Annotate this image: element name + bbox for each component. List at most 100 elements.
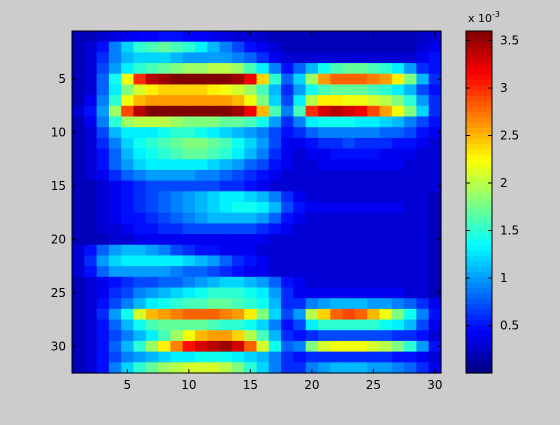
heatmap-cell-r26-c29 <box>416 298 430 310</box>
heatmap-cell-r7-c15 <box>244 95 258 107</box>
heatmap-cell-r2-c19 <box>293 41 307 53</box>
heatmap-cell-r19-c4 <box>108 223 122 235</box>
heatmap-cell-r30-c3 <box>96 340 110 353</box>
heatmap-cell-r14-c27 <box>391 169 405 182</box>
heatmap-cell-r3-c18 <box>281 52 294 64</box>
heatmap-cell-r26-c18 <box>281 298 294 310</box>
heatmap-cell-r18-c15 <box>244 212 258 224</box>
heatmap-cell-r17-c26 <box>379 202 393 214</box>
heatmap-cell-r25-c25 <box>367 287 381 299</box>
heatmap-cell-r9-c1 <box>72 116 85 128</box>
heatmap-cell-r23-c11 <box>195 266 208 278</box>
heatmap-cell-r10-c23 <box>342 127 356 139</box>
heatmap-cell-r29-c25 <box>367 330 381 342</box>
heatmap-cell-r26-c22 <box>330 298 344 310</box>
heatmap-cell-r23-c15 <box>244 266 258 278</box>
heatmap-cell-r12-c6 <box>133 148 147 160</box>
heatmap-cell-r16-c1 <box>72 191 85 203</box>
heatmap-cell-r23-c7 <box>145 266 159 278</box>
heatmap-cell-r26-c4 <box>108 298 122 310</box>
heatmap-cell-r5-c2 <box>84 73 98 86</box>
heatmap-cell-r20-c3 <box>96 234 110 246</box>
heatmap-cell-r5-c23 <box>342 73 356 86</box>
heatmap-cell-r5-c12 <box>207 73 221 86</box>
heatmap-cell-r7-c6 <box>133 95 147 107</box>
heatmap-cell-r12-c23 <box>342 148 356 160</box>
heatmap-cell-r30-c7 <box>145 340 159 353</box>
heatmap-cell-r19-c25 <box>367 223 381 235</box>
heatmap-cell-r8-c19 <box>293 105 307 118</box>
heatmap-cell-r28-c6 <box>133 319 147 331</box>
heatmap-cell-r18-c25 <box>367 212 381 224</box>
heatmap-cell-r24-c9 <box>170 276 184 289</box>
heatmap-cell-r21-c26 <box>379 244 393 257</box>
heatmap-cell-r10-c6 <box>133 127 147 139</box>
heatmap-cell-r5-c18 <box>281 73 294 86</box>
heatmap-cell-r25-c4 <box>108 287 122 299</box>
heatmap-cell-r3-c11 <box>195 52 208 64</box>
heatmap-cell-r26-c26 <box>379 298 393 310</box>
heatmap-cell-r30-c14 <box>231 340 245 353</box>
heatmap-cell-r2-c22 <box>330 41 344 53</box>
heatmap-cell-r25-c9 <box>170 287 184 299</box>
heatmap-cell-r16-c12 <box>207 191 221 203</box>
colorbar-tick-label-4: 2 <box>500 176 508 190</box>
heatmap-cell-r2-c21 <box>318 41 331 53</box>
heatmap-cell-r7-c8 <box>158 95 171 107</box>
heatmap-cell-r5-c13 <box>219 73 233 86</box>
colorbar-exponent-base: x 10 <box>468 12 492 25</box>
heatmap-cell-r16-c9 <box>170 191 184 203</box>
heatmap-cell-r2-c3 <box>96 41 110 53</box>
heatmap-cell-r14-c2 <box>84 169 98 182</box>
heatmap-cell-r27-c5 <box>121 308 135 321</box>
heatmap-cell-r12-c30 <box>428 148 442 160</box>
heatmap-cell-r16-c17 <box>268 191 282 203</box>
heatmap-cell-r18-c21 <box>318 212 331 224</box>
heatmap-cell-r27-c14 <box>231 308 245 321</box>
heatmap-cell-r3-c1 <box>72 52 85 64</box>
heatmap-cell-r31-c18 <box>281 351 294 363</box>
heatmap-cell-r11-c17 <box>268 137 282 150</box>
heatmap-cell-r29-c17 <box>268 330 282 342</box>
heatmap-cell-r9-c8 <box>158 116 171 128</box>
heatmap-cell-r7-c22 <box>330 95 344 107</box>
heatmap-cell-r24-c12 <box>207 276 221 289</box>
heatmap-cell-r31-c15 <box>244 351 258 363</box>
heatmap-cell-r29-c4 <box>108 330 122 342</box>
heatmap-cell-r9-c6 <box>133 116 147 128</box>
heatmap-cell-r25-c26 <box>379 287 393 299</box>
heatmap-cell-r15-c22 <box>330 180 344 192</box>
heatmap-cell-r24-c2 <box>84 276 98 289</box>
heatmap-cell-r16-c3 <box>96 191 110 203</box>
heatmap-cell-r31-c9 <box>170 351 184 363</box>
heatmap-cell-r18-c2 <box>84 212 98 224</box>
heatmap-cell-r21-c5 <box>121 244 135 257</box>
heatmap-cell-r11-c4 <box>108 137 122 150</box>
heatmap-cell-r18-c14 <box>231 212 245 224</box>
heatmap-cell-r23-c19 <box>293 266 307 278</box>
heatmap-cell-r29-c19 <box>293 330 307 342</box>
heatmap-cell-r6-c29 <box>416 84 430 96</box>
heatmap-cell-r11-c23 <box>342 137 356 150</box>
heatmap-cell-r6-c13 <box>219 84 233 96</box>
heatmap-cell-r16-c11 <box>195 191 208 203</box>
heatmap-cell-r27-c18 <box>281 308 294 321</box>
heatmap-cell-r20-c26 <box>379 234 393 246</box>
heatmap-cell-r27-c15 <box>244 308 258 321</box>
heatmap-cell-r23-c5 <box>121 266 135 278</box>
heatmap-cell-r6-c24 <box>354 84 368 96</box>
heatmap-cell-r12-c25 <box>367 148 381 160</box>
heatmap-cell-r31-c14 <box>231 351 245 363</box>
heatmap-cell-r4-c7 <box>145 63 159 75</box>
heatmap-cell-r15-c25 <box>367 180 381 192</box>
heatmap-cell-r14-c6 <box>133 169 147 182</box>
heatmap-cell-r3-c30 <box>428 52 442 64</box>
heatmap-cell-r1-c29 <box>416 31 430 43</box>
heatmap-cell-r26-c1 <box>72 298 85 310</box>
heatmap-cell-r9-c9 <box>170 116 184 128</box>
heatmap-cell-r4-c17 <box>268 63 282 75</box>
heatmap-cell-r10-c16 <box>256 127 270 139</box>
heatmap-cell-r27-c10 <box>182 308 196 321</box>
heatmap-cell-r2-c12 <box>207 41 221 53</box>
y-tick-label-20: 20 <box>51 232 66 246</box>
